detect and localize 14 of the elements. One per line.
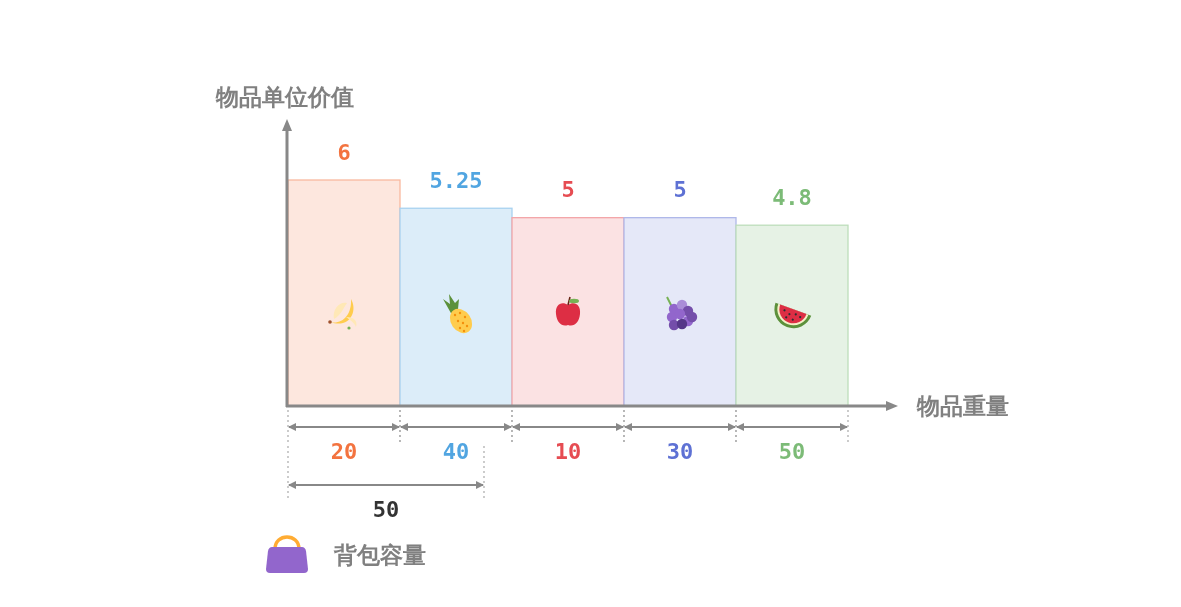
text: 50 [778,438,806,464]
data-label: 6 [337,139,351,165]
data-label: 4.8 [772,184,812,210]
text: 背包容量 [333,542,426,568]
data-label: 5 [673,177,687,203]
data-label: 5 [561,177,575,203]
text: 40 [442,438,470,464]
y-axis-title: 物品单位价值 [215,84,354,110]
data-label: 5.25 [429,167,483,193]
text: 50 [372,496,400,522]
x-axis-title: 物品重量 [916,393,1009,419]
text: 30 [666,438,694,464]
text: 20 [330,438,358,464]
text: 10 [554,438,582,464]
